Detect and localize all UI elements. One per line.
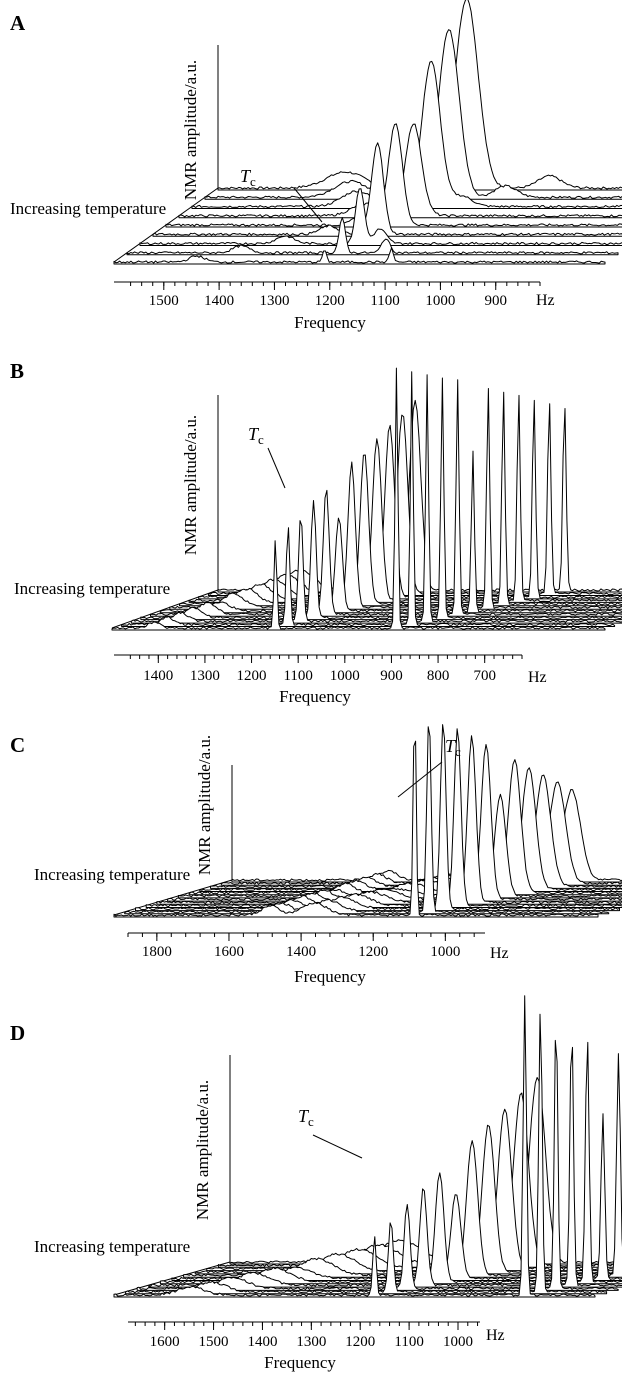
tc-pointer-line <box>268 448 285 488</box>
x-axis-unit: Hz <box>536 292 555 309</box>
x-axis-unit: Hz <box>486 1327 505 1344</box>
tc-pointer-line <box>313 1135 362 1158</box>
x-tick-label: 1200 <box>237 668 267 684</box>
panel-letter: A <box>10 11 26 35</box>
tc-annotation-label: Tc <box>298 1106 314 1129</box>
x-tick-label: 1500 <box>149 293 179 309</box>
panel-b: B NMR amplitude/a.u. Increasing temperatur… <box>10 359 622 706</box>
tc-annotation-label: Tc <box>240 166 256 189</box>
x-axis-unit: Hz <box>528 669 547 686</box>
x-tick-label: 1000 <box>443 1334 473 1350</box>
trace-stack <box>114 725 622 917</box>
x-tick-label: 1000 <box>425 293 455 309</box>
panel-letter: B <box>10 359 24 383</box>
x-tick-label: 1100 <box>394 1334 423 1350</box>
x-tick-label: 1300 <box>296 1334 326 1350</box>
spectrum-trace <box>166 124 622 227</box>
x-tick-label: 1300 <box>190 668 220 684</box>
x-tick-label: 1000 <box>430 944 460 960</box>
panel-c: C NMR amplitude/a.u. Increasing temperatur… <box>10 725 622 986</box>
x-tick-label: 1400 <box>204 293 234 309</box>
panel-d: D NMR amplitude/a.u.Increasing temperatur… <box>10 996 622 1372</box>
spectrum-trace <box>114 248 605 264</box>
y-axis-label: NMR amplitude/a.u. <box>193 1080 212 1220</box>
x-axis-title: Frequency <box>279 687 351 706</box>
x-tick-label: 1500 <box>199 1334 229 1350</box>
x-tick-label: 900 <box>380 668 403 684</box>
x-tick-label: 800 <box>427 668 450 684</box>
x-tick-label: 1200 <box>358 944 388 960</box>
x-tick-label: 1300 <box>259 293 289 309</box>
y-axis-label: NMR amplitude/a.u. <box>181 60 200 200</box>
panel-a: A NMR amplitude/a.u. Increasing temperatur… <box>10 0 622 332</box>
depth-axis-label: Increasing temperature <box>14 579 170 598</box>
panel-letter: D <box>10 1021 25 1045</box>
depth-axis-label: Increasing temperature <box>34 1237 190 1256</box>
x-tick-label: 1600 <box>150 1334 180 1350</box>
x-tick-label: 1200 <box>345 1334 375 1350</box>
panel-letter: C <box>10 733 25 757</box>
depth-axis-label: Increasing temperature <box>10 199 166 218</box>
x-tick-label: 700 <box>473 668 496 684</box>
y-axis-label: NMR amplitude/a.u. <box>181 415 200 555</box>
x-tick-label: 1000 <box>330 668 360 684</box>
y-axis-label: NMR amplitude/a.u. <box>195 735 214 875</box>
x-axis-title: Frequency <box>264 1353 336 1372</box>
x-tick-label: 1400 <box>143 668 173 684</box>
x-tick-label: 1100 <box>283 668 312 684</box>
x-tick-label: 1100 <box>370 293 399 309</box>
x-axis-title: Frequency <box>294 967 366 986</box>
x-tick-label: 1400 <box>286 944 316 960</box>
x-axis-title: Frequency <box>294 313 366 332</box>
x-tick-label: 1800 <box>142 944 172 960</box>
x-tick-label: 1200 <box>315 293 345 309</box>
depth-axis-label: Increasing temperature <box>34 865 190 884</box>
spectrum-trace <box>218 400 622 592</box>
x-tick-label: 1400 <box>247 1334 277 1350</box>
x-tick-label: 1600 <box>214 944 244 960</box>
x-axis-unit: Hz <box>490 945 509 962</box>
tc-annotation-label: Tc <box>248 424 264 447</box>
tc-pointer-line <box>398 762 442 797</box>
spectrum-trace <box>221 782 622 885</box>
x-tick-label: 900 <box>484 293 507 309</box>
